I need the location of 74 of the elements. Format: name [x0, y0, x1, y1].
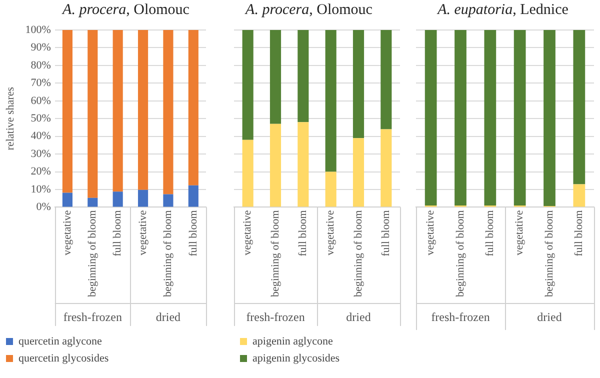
y-tick-label: 20% — [30, 166, 51, 178]
text: dried — [156, 310, 181, 324]
bar — [242, 140, 254, 207]
bar — [298, 30, 309, 122]
text: dried — [537, 310, 562, 324]
bar — [88, 30, 98, 198]
legend-label: apigenin glycosides — [252, 352, 340, 364]
text: fresh-frozen — [246, 310, 305, 324]
bar — [325, 172, 336, 207]
bar — [544, 30, 556, 206]
y-tick-label: 70% — [30, 77, 51, 90]
bar — [573, 184, 586, 207]
y-tick-label: 50% — [30, 112, 51, 125]
x-tick-label: vegetative — [242, 210, 254, 256]
bar — [424, 30, 437, 206]
x-tick-label: full bloom — [484, 210, 496, 256]
bar — [163, 194, 174, 207]
bar — [514, 30, 526, 206]
x-tick-label: full bloom — [380, 210, 392, 256]
bar — [242, 30, 254, 140]
x-tick-label: full bloom — [573, 210, 586, 256]
bar — [454, 30, 466, 206]
x-tick-label: full bloom — [297, 210, 310, 256]
bar — [112, 192, 123, 207]
bar — [62, 192, 72, 207]
bar — [352, 30, 364, 138]
bar — [188, 30, 198, 186]
text: dried — [346, 310, 371, 324]
y-tick-label: 60% — [30, 94, 51, 107]
x-tick-label: beginning of bloom — [86, 210, 99, 298]
x-tick-label: beginning of bloom — [352, 210, 364, 298]
bar — [484, 30, 496, 206]
chart-title: A. procera, Olomouc — [244, 2, 374, 19]
bar — [573, 30, 586, 184]
y-tick-label: 10% — [30, 183, 51, 196]
legend-label: quercetin glycosides — [18, 352, 109, 364]
chart-title: A. eupatoria, Lednice — [436, 2, 570, 19]
y-tick-label: 100% — [25, 24, 51, 36]
bar — [380, 129, 392, 207]
x-tick-label: full bloom — [112, 210, 124, 256]
x-tick-label: beginning of bloom — [543, 210, 556, 298]
x-tick-label: vegetative — [514, 210, 526, 256]
bar — [380, 30, 392, 130]
bar — [352, 138, 364, 207]
x-tick-label: vegetative — [61, 210, 74, 256]
bar — [270, 30, 282, 124]
x-tick-label: vegetative — [324, 210, 337, 256]
bar — [298, 122, 309, 207]
y-tick-label: 90% — [30, 42, 51, 54]
legend-label: apigenin aglycone — [252, 335, 333, 348]
x-tick-label: beginning of bloom — [162, 210, 174, 298]
bar — [138, 30, 148, 190]
x-tick-label: beginning of bloom — [454, 210, 466, 298]
bar — [112, 30, 123, 192]
y-tick-label: 0% — [36, 201, 51, 214]
y-tick-label: 80% — [30, 59, 51, 72]
text: fresh-frozen — [63, 310, 122, 324]
bar — [270, 124, 282, 207]
bar — [188, 185, 198, 207]
legend-label: quercetin aglycone — [18, 335, 102, 348]
text: fresh-frozen — [431, 310, 490, 324]
y-axis-title: relative shares — [4, 87, 16, 150]
bar — [62, 30, 72, 193]
x-tick-label: beginning of bloom — [269, 210, 282, 298]
bar — [163, 30, 174, 194]
chart-title: A. procera, Olomouc — [60, 2, 190, 19]
x-tick-label: vegetative — [136, 210, 149, 256]
bar — [138, 190, 148, 207]
y-tick-label: 40% — [30, 130, 51, 142]
x-tick-label: full bloom — [187, 210, 200, 256]
y-tick-label: 30% — [30, 148, 51, 160]
bar — [325, 30, 336, 172]
x-tick-label: vegetative — [424, 210, 437, 256]
bar — [88, 198, 98, 207]
